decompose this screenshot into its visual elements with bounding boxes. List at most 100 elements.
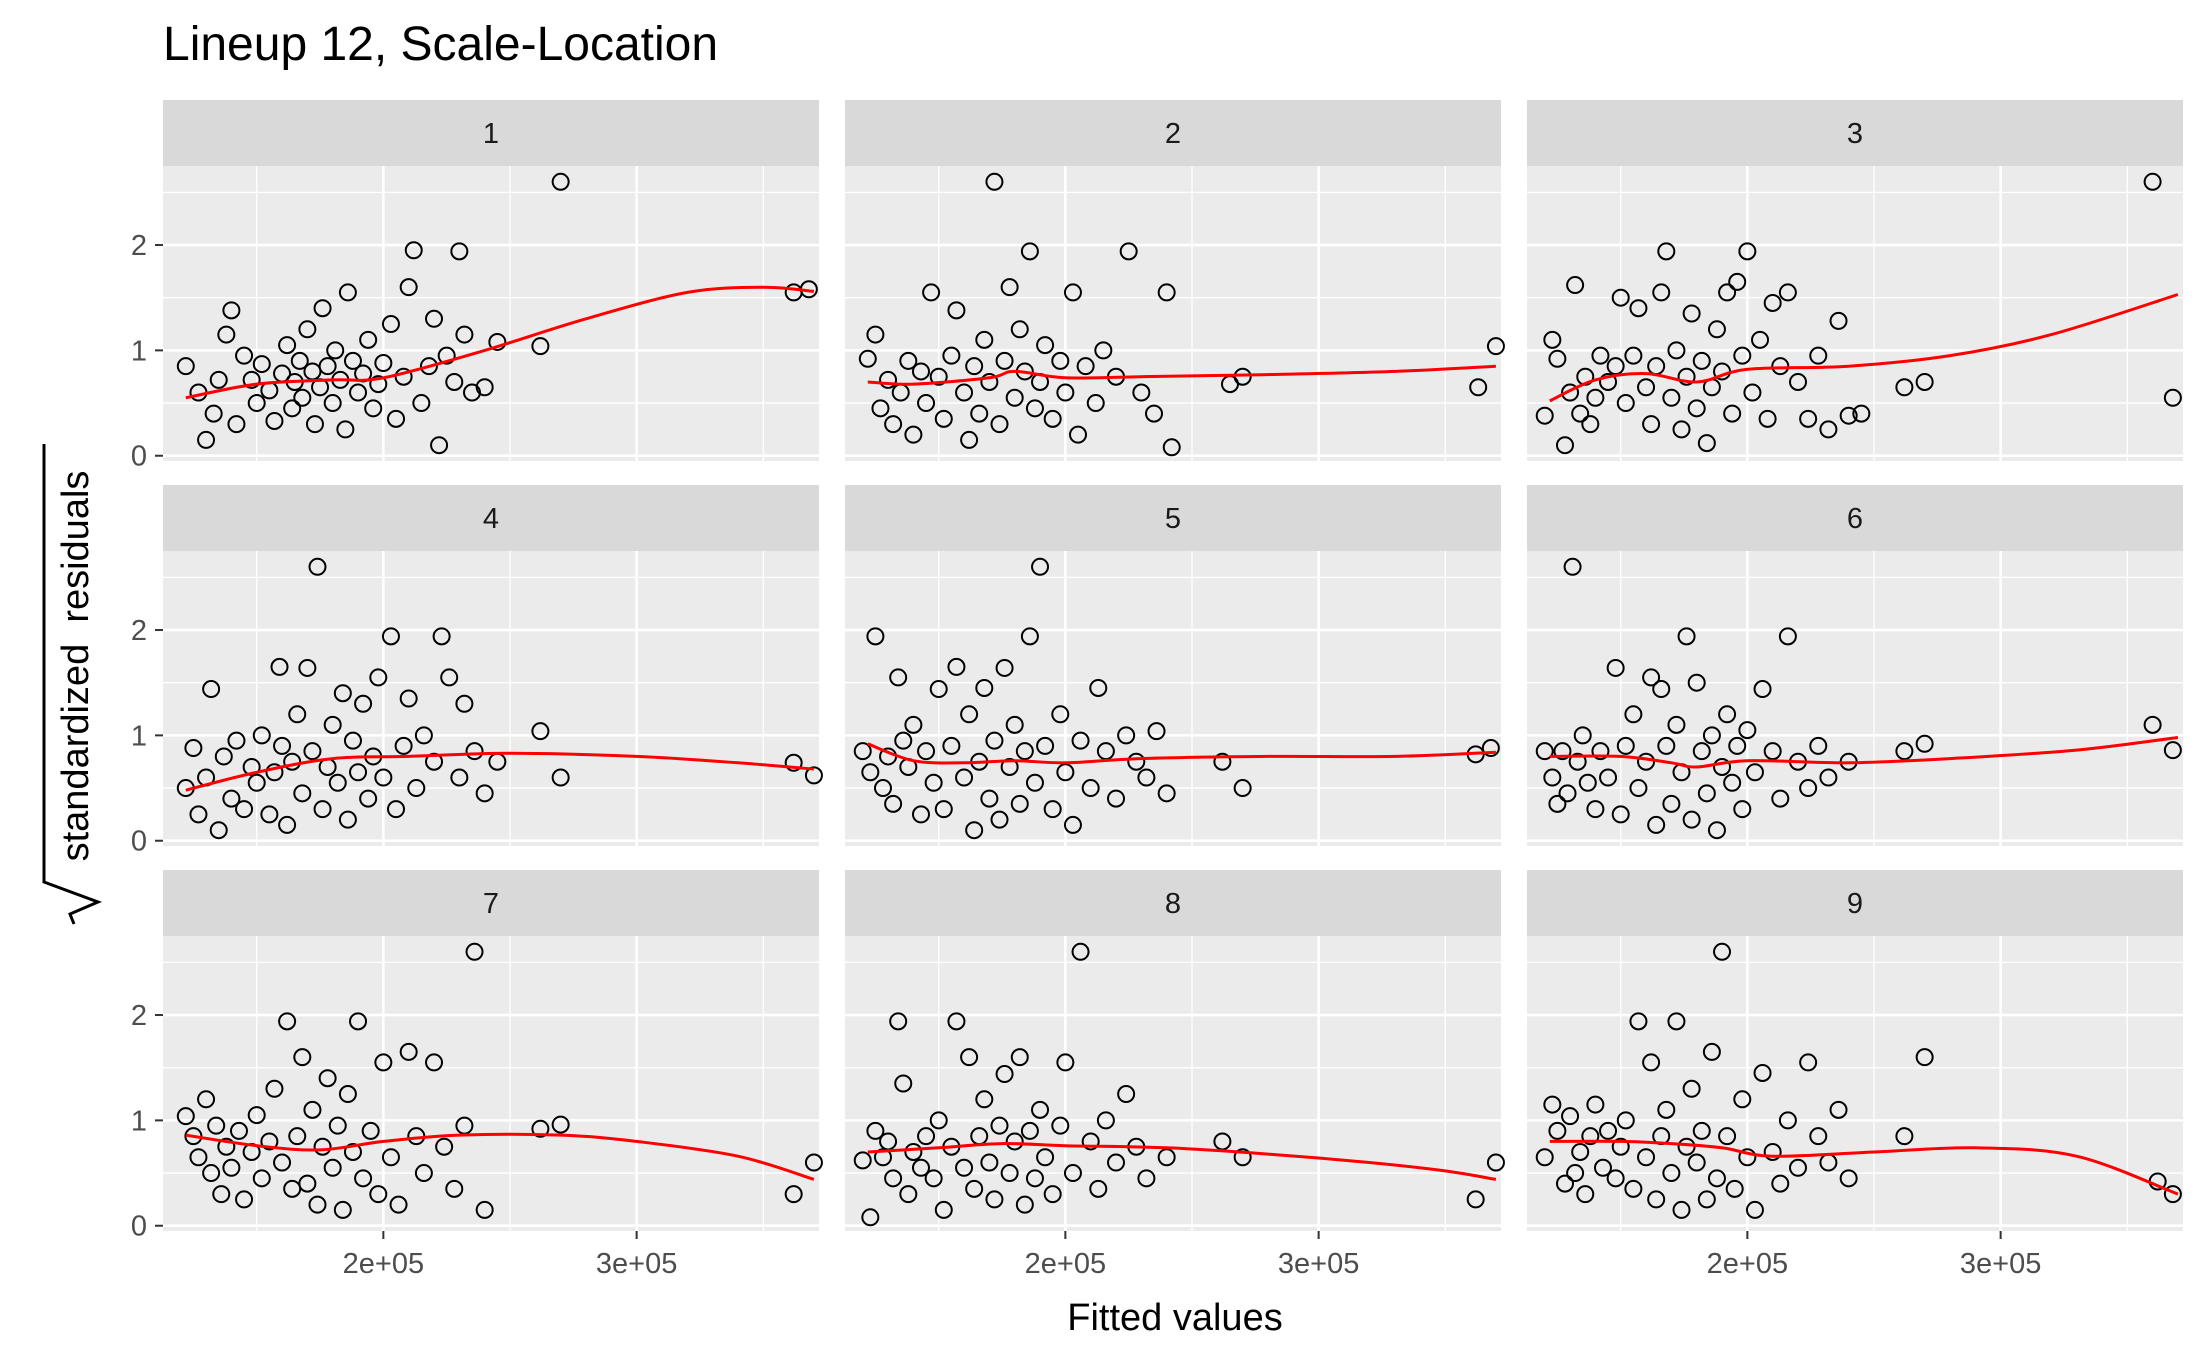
facet-strip [1527, 870, 2183, 936]
facet-strip-label: 7 [483, 888, 499, 920]
data-point [1015, 1195, 1034, 1214]
data-point [866, 1121, 885, 1140]
data-point [975, 678, 994, 697]
data-point [995, 351, 1014, 370]
data-point [1010, 320, 1029, 339]
data-point [1702, 726, 1721, 745]
data-point [1558, 784, 1577, 803]
data-point [929, 367, 948, 386]
data-point [1010, 1048, 1029, 1067]
data-point [265, 1079, 284, 1098]
y-tick-label: 2 [131, 230, 147, 262]
data-point [975, 1090, 994, 1109]
data-point [1829, 311, 1848, 330]
data-point [1738, 721, 1757, 740]
smooth-line [185, 285, 815, 400]
data-point [217, 325, 236, 344]
data-point [889, 1012, 908, 1031]
data-point [531, 722, 550, 741]
x-tick-label: 2e+05 [343, 1248, 424, 1280]
data-point [804, 1153, 823, 1172]
data-point [381, 1148, 400, 1167]
data-point [1895, 742, 1914, 761]
data-point [1697, 1190, 1716, 1209]
data-point [960, 430, 979, 449]
data-point [1753, 1063, 1772, 1082]
data-point [1578, 773, 1597, 792]
data-point [1672, 1200, 1691, 1219]
facet-panels: 1 2 3 4 5 6 7 8 9 [163, 100, 2183, 1231]
data-point [894, 731, 913, 750]
data-point [450, 768, 469, 787]
data-point [1662, 388, 1681, 407]
facet-panel-8: 8 [845, 870, 1505, 1231]
smooth-line [185, 1132, 815, 1181]
data-point [1543, 1095, 1562, 1114]
facet-strip-label: 9 [1847, 888, 1863, 920]
data-point [873, 1148, 892, 1167]
facet-strip-label: 1 [483, 118, 499, 150]
data-point [861, 1208, 880, 1227]
data-point [361, 1121, 380, 1140]
data-point [214, 747, 233, 766]
data-point [1020, 242, 1039, 261]
data-point [1637, 1148, 1656, 1167]
data-point [303, 1100, 322, 1119]
data-point [212, 1185, 231, 1204]
data-point [1063, 283, 1082, 302]
data-point [1593, 1158, 1612, 1177]
data-point [1233, 1148, 1252, 1167]
data-point [1000, 1164, 1019, 1183]
data-point [374, 768, 393, 787]
facet-strip-label: 3 [1847, 118, 1863, 150]
data-point [1763, 293, 1782, 312]
data-point [1657, 242, 1676, 261]
data-point [1555, 1174, 1574, 1193]
data-point [283, 752, 302, 771]
facet-strip-label: 8 [1165, 888, 1181, 920]
data-point [1677, 1137, 1696, 1156]
data-point [990, 810, 1009, 829]
data-point [1157, 283, 1176, 302]
data-point [328, 1116, 347, 1135]
data-point [1020, 627, 1039, 646]
data-point [260, 805, 279, 824]
data-point [1005, 388, 1024, 407]
data-point [1486, 337, 1505, 356]
data-point [349, 763, 368, 782]
data-point [303, 742, 322, 761]
data-point [197, 430, 216, 449]
data-point [1771, 1174, 1790, 1193]
data-point [333, 1200, 352, 1219]
data-point [965, 821, 984, 840]
data-point [1763, 1142, 1782, 1161]
y-axis-title: standardized residuals [55, 471, 97, 862]
data-point [1687, 1153, 1706, 1172]
data-point [359, 789, 378, 808]
data-point [1031, 1100, 1050, 1119]
data-point [1718, 1127, 1737, 1146]
data-point [189, 805, 208, 824]
data-point [1915, 372, 1934, 391]
data-point [425, 309, 444, 328]
data-point [1723, 773, 1742, 792]
data-point [1647, 1190, 1666, 1209]
data-point [1662, 794, 1681, 813]
data-point [1687, 673, 1706, 692]
data-point [1743, 383, 1762, 402]
data-point [1733, 800, 1752, 819]
data-point [1025, 773, 1044, 792]
data-point [445, 1179, 464, 1198]
data-point [440, 668, 459, 687]
data-point [1624, 705, 1643, 724]
data-point [1647, 815, 1666, 834]
y-tick-label: 0 [131, 441, 147, 473]
facet-panel-2: 2 [845, 100, 1505, 461]
data-point [1599, 1121, 1618, 1140]
data-point [995, 1065, 1014, 1084]
data-point [349, 1012, 368, 1031]
facet-strip [163, 485, 819, 551]
data-point [1573, 726, 1592, 745]
data-point [1799, 1053, 1818, 1072]
data-point [343, 351, 362, 370]
